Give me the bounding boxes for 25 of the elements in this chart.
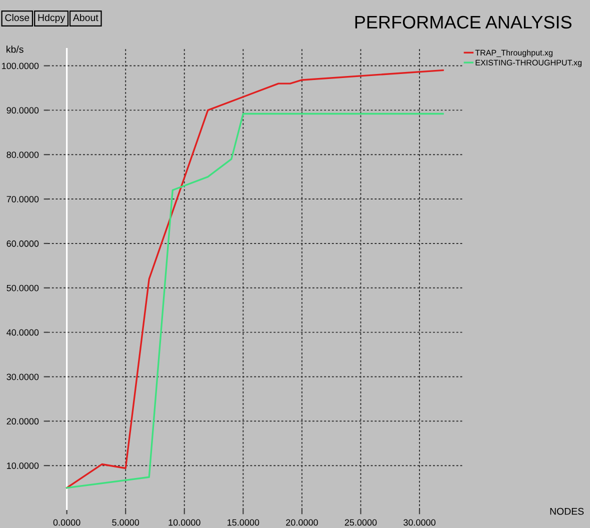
legend-label: EXISTING-THROUGHPUT.xg (476, 60, 582, 68)
x-tick-label: 25.0000 (344, 519, 377, 526)
y-tick-label: 50.0000 (6, 284, 39, 292)
y-tick-label: 80.0000 (6, 152, 39, 158)
x-tick-label: 0.0000 (53, 519, 80, 526)
x-tick-label: 15.0000 (228, 519, 260, 526)
text: Close (5, 14, 30, 22)
y-tick-label: 100.0000 (2, 62, 39, 70)
chart-title: PERFORMACE ANALYSIS (355, 16, 572, 29)
text: Hdcpy (38, 14, 66, 24)
legend-label: TRAP_Throughput.xg (475, 50, 552, 58)
y-tick-label: 20.0000 (6, 418, 39, 425)
x-tick-label: 10.0000 (168, 519, 200, 526)
y-tick-label: 30.0000 (6, 374, 39, 380)
x-tick-label: 30.0000 (404, 519, 436, 526)
y-tick-label: 90.0000 (6, 107, 39, 114)
y-tick-label: 70.0000 (6, 196, 39, 202)
text: About (72, 14, 98, 22)
y-tick-label: 10.0000 (7, 462, 39, 469)
y-axis-title: kb/s (6, 46, 24, 53)
y-tick-label: 40.0000 (6, 329, 39, 336)
x-tick-label: 5.0000 (112, 519, 140, 526)
text: NODES (550, 508, 584, 515)
y-tick-label: 60.0000 (6, 240, 39, 247)
x-tick-label: 20.0000 (286, 519, 318, 526)
